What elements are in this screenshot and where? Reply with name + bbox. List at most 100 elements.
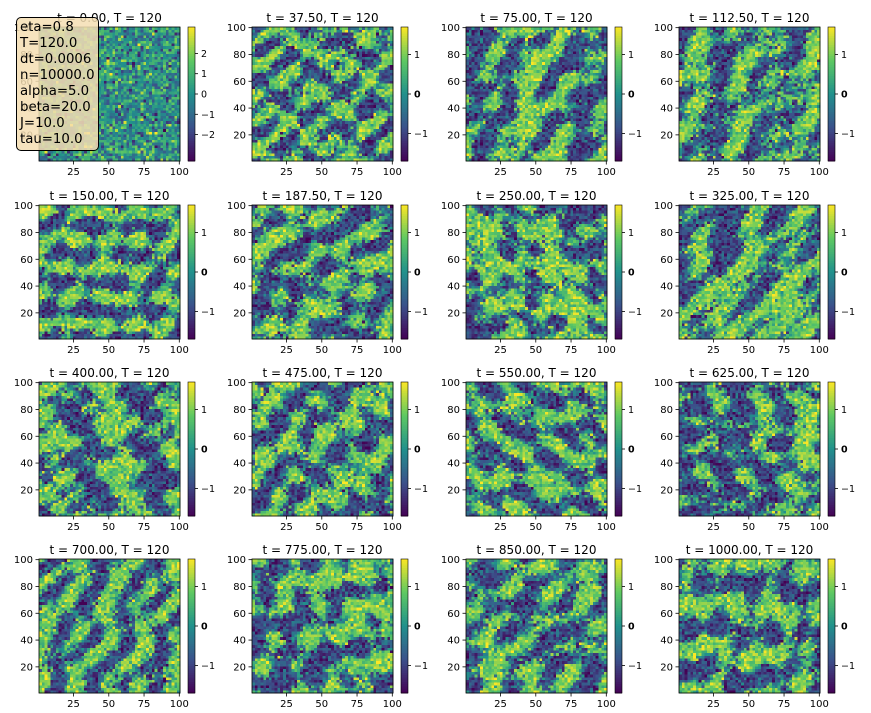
heatmap-cell	[356, 48, 360, 52]
heatmap-cell	[146, 152, 150, 156]
heatmap-cell	[367, 144, 371, 148]
heatmap-cell	[353, 155, 357, 159]
heatmap-cell	[283, 112, 287, 116]
heatmap-cell	[378, 43, 383, 47]
heatmap-cell	[92, 150, 96, 154]
heatmap-cell	[381, 83, 385, 87]
heatmap-cell	[384, 126, 388, 130]
heatmap-cell	[165, 155, 170, 159]
heatmap-cell	[101, 131, 105, 135]
heatmap-cell	[336, 77, 340, 81]
heatmap-cell	[143, 144, 147, 148]
heatmap-cell	[132, 152, 136, 156]
heatmap-cell	[163, 88, 167, 92]
heatmap-cell	[288, 67, 292, 71]
heatmap-cell	[333, 94, 337, 98]
heatmap-cell	[137, 136, 141, 140]
heatmap-cell	[347, 112, 352, 116]
heatmap-cell	[260, 139, 264, 143]
heatmap-cell	[126, 94, 130, 98]
heatmap-cell	[314, 94, 318, 98]
heatmap-cell	[137, 104, 141, 108]
heatmap-cell	[109, 150, 113, 154]
heatmap-cell	[283, 142, 287, 146]
heatmap-cell	[98, 69, 102, 73]
heatmap-cell	[260, 32, 264, 36]
heatmap-cell	[132, 112, 136, 116]
heatmap-cell	[359, 155, 363, 159]
heatmap-cell	[98, 83, 102, 87]
heatmap-cell	[126, 53, 130, 57]
heatmap-cell	[165, 118, 170, 122]
heatmap-cell	[314, 51, 318, 55]
heatmap-cell	[294, 85, 298, 89]
heatmap-cell	[126, 128, 130, 132]
heatmap-cell	[342, 104, 346, 108]
heatmap-cell	[123, 32, 127, 36]
heatmap-cell	[333, 115, 337, 119]
heatmap-cell	[325, 150, 329, 154]
heatmap-cell	[177, 139, 181, 143]
heatmap-cell	[302, 43, 306, 47]
heatmap-cell	[328, 51, 332, 55]
heatmap-cell	[254, 85, 258, 89]
heatmap-cell	[151, 27, 155, 31]
heatmap-cell	[339, 123, 343, 127]
heatmap-cell	[137, 123, 141, 127]
heatmap-cell	[356, 67, 360, 71]
heatmap-cell	[177, 115, 181, 119]
heatmap-cell	[325, 61, 329, 65]
heatmap-cell	[328, 115, 332, 119]
heatmap-cell	[288, 80, 292, 84]
heatmap-cell	[283, 96, 287, 100]
heatmap-cell	[263, 72, 267, 76]
heatmap-cell	[171, 32, 175, 36]
heatmap-cell	[285, 110, 290, 114]
heatmap-cell	[339, 72, 343, 76]
heatmap-cell	[373, 128, 377, 132]
heatmap-cell	[381, 88, 385, 92]
heatmap-cell	[123, 88, 127, 92]
heatmap-cell	[297, 61, 301, 65]
heatmap-cell	[143, 56, 147, 60]
heatmap-cell	[160, 48, 164, 52]
heatmap-cell	[325, 147, 329, 151]
heatmap-cell	[274, 35, 278, 39]
heatmap-cell	[319, 120, 323, 124]
heatmap-cell	[277, 35, 281, 39]
heatmap-cell	[120, 69, 124, 73]
heatmap-cell	[44, 158, 48, 162]
heatmap-cell	[268, 112, 273, 116]
heatmap-cell	[151, 126, 155, 130]
heatmap-cell	[356, 40, 360, 44]
heatmap-cell	[134, 94, 139, 98]
heatmap-cell	[112, 99, 116, 103]
heatmap-cell	[103, 104, 108, 108]
heatmap-cell	[336, 128, 340, 132]
heatmap-cell	[168, 85, 172, 89]
heatmap-cell	[260, 91, 264, 95]
heatmap-cell	[168, 139, 172, 143]
heatmap-cell	[132, 91, 136, 95]
heatmap-cell	[106, 131, 110, 135]
heatmap-cell	[154, 91, 158, 95]
heatmap-cell	[283, 134, 287, 138]
heatmap-cell	[336, 110, 340, 114]
heatmap-cell	[134, 128, 139, 132]
heatmap-cell	[305, 110, 309, 114]
heatmap-cell	[163, 131, 167, 135]
heatmap-cell	[373, 147, 377, 151]
heatmap-cell	[134, 48, 139, 52]
heatmap-cell	[387, 83, 391, 87]
heatmap-cell	[143, 85, 147, 89]
heatmap-cell	[254, 110, 258, 114]
heatmap-cell	[171, 102, 175, 106]
heatmap-cell	[123, 104, 127, 108]
heatmap-cell	[254, 80, 258, 84]
heatmap-cell	[151, 45, 155, 49]
heatmap-cell	[271, 48, 275, 52]
heatmap-cell	[146, 91, 150, 95]
heatmap-cell	[146, 37, 150, 41]
heatmap-cell	[316, 72, 321, 76]
heatmap-cell	[266, 118, 270, 122]
